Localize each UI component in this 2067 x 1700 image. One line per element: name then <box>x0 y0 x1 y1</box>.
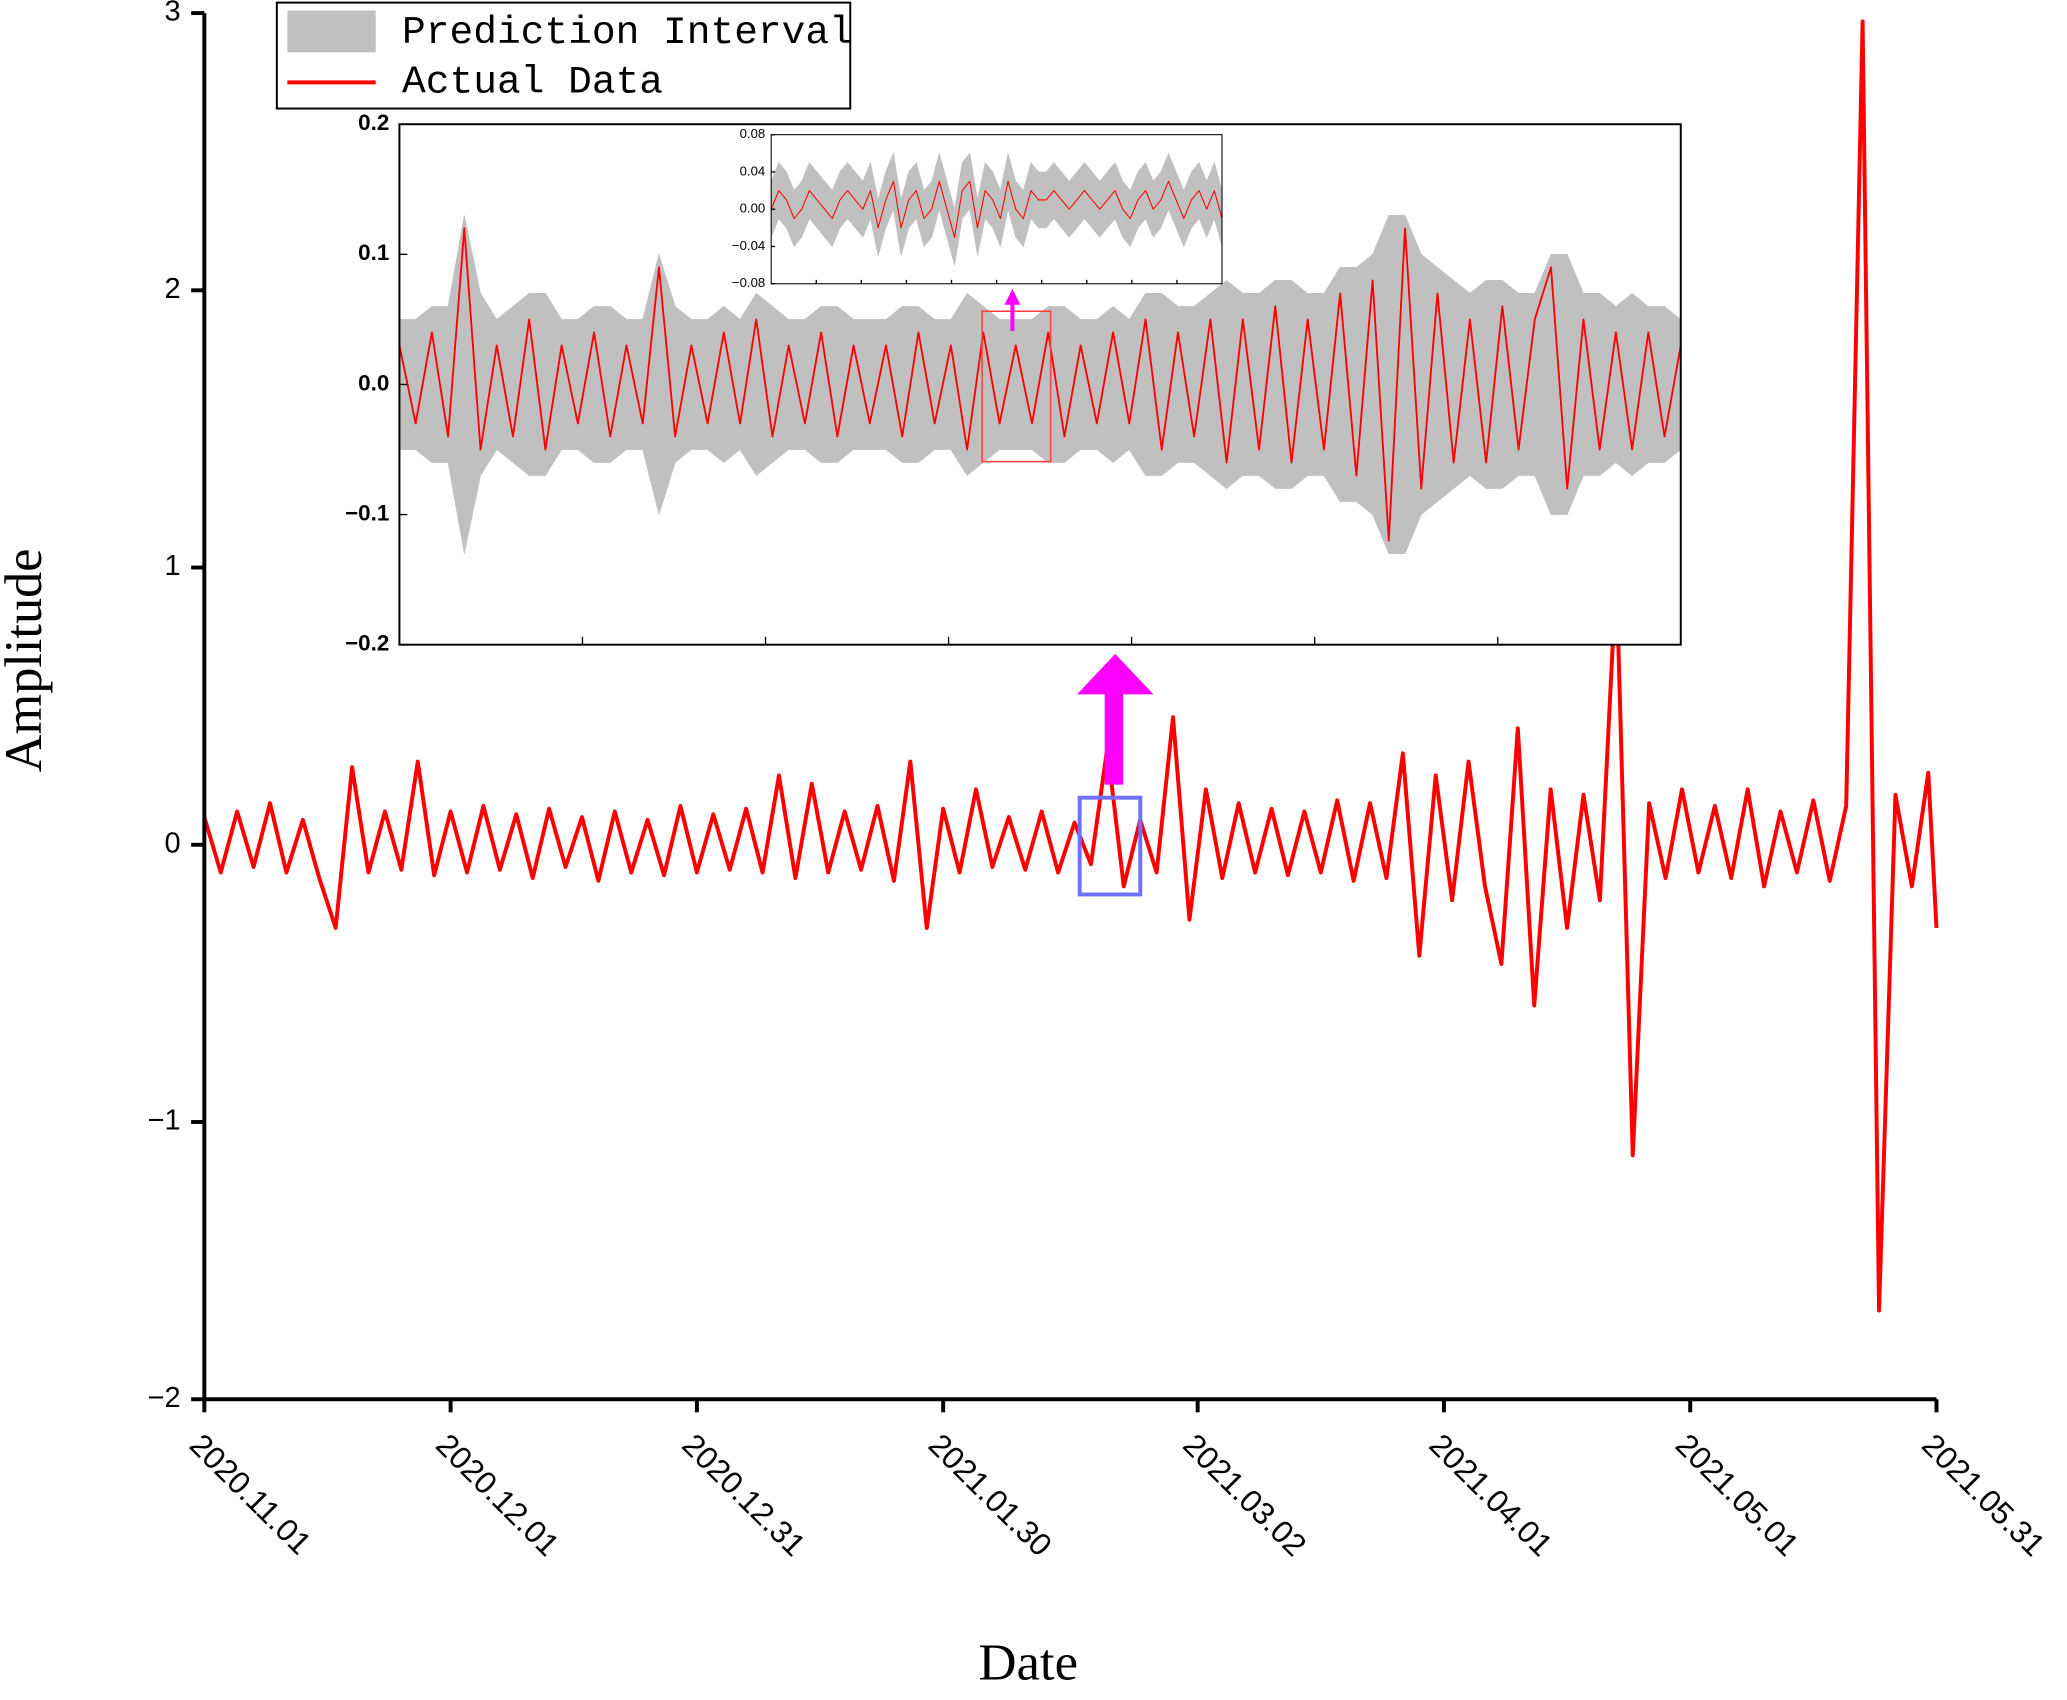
zoom-box-blue <box>1077 795 1143 897</box>
big-arrow-shaft <box>1104 693 1124 785</box>
y-axis-title: Amplitude <box>0 549 53 773</box>
y-tick-label: 0.1 <box>358 240 389 265</box>
legend-label: Prediction Interval <box>402 10 853 55</box>
data-line <box>770 180 1223 238</box>
y-tick-label: 0.00 <box>740 201 766 216</box>
y-tick-label: −1 <box>148 1105 181 1137</box>
x-axis-title: Date <box>978 1633 1078 1691</box>
legend: Prediction Interval Actual Data <box>275 1 853 110</box>
y-tick-label: 0.04 <box>740 163 766 178</box>
y-tick-label: 0.2 <box>358 110 389 135</box>
legend-label: Actual Data <box>402 60 663 105</box>
legend-swatch <box>287 10 376 53</box>
y-tick-label: −0.2 <box>345 631 389 656</box>
data-line <box>202 19 1939 1313</box>
y-tick-label: −0.1 <box>345 501 389 526</box>
y-tick-label: 1 <box>164 550 180 582</box>
y-tick-label: −2 <box>148 1382 181 1414</box>
y-tick-label: −0.04 <box>732 238 765 253</box>
y-tick-label: 0.0 <box>358 370 389 395</box>
y-tick-label: 0.08 <box>740 126 766 141</box>
small-arrow-head <box>1004 289 1021 305</box>
plot: −0.08 −0.04 0.00 0.04 0.08 <box>732 126 1223 290</box>
zoom-box-red <box>981 310 1052 463</box>
data-line <box>398 227 1682 542</box>
y-tick-label: 0 <box>164 827 180 859</box>
big-arrow-head <box>1077 653 1154 695</box>
zoom-annotations <box>981 289 1154 897</box>
y-tick-label: −0.08 <box>732 275 765 290</box>
y-tick-label: 2 <box>164 273 180 305</box>
y-tick-label: 3 <box>164 0 180 28</box>
